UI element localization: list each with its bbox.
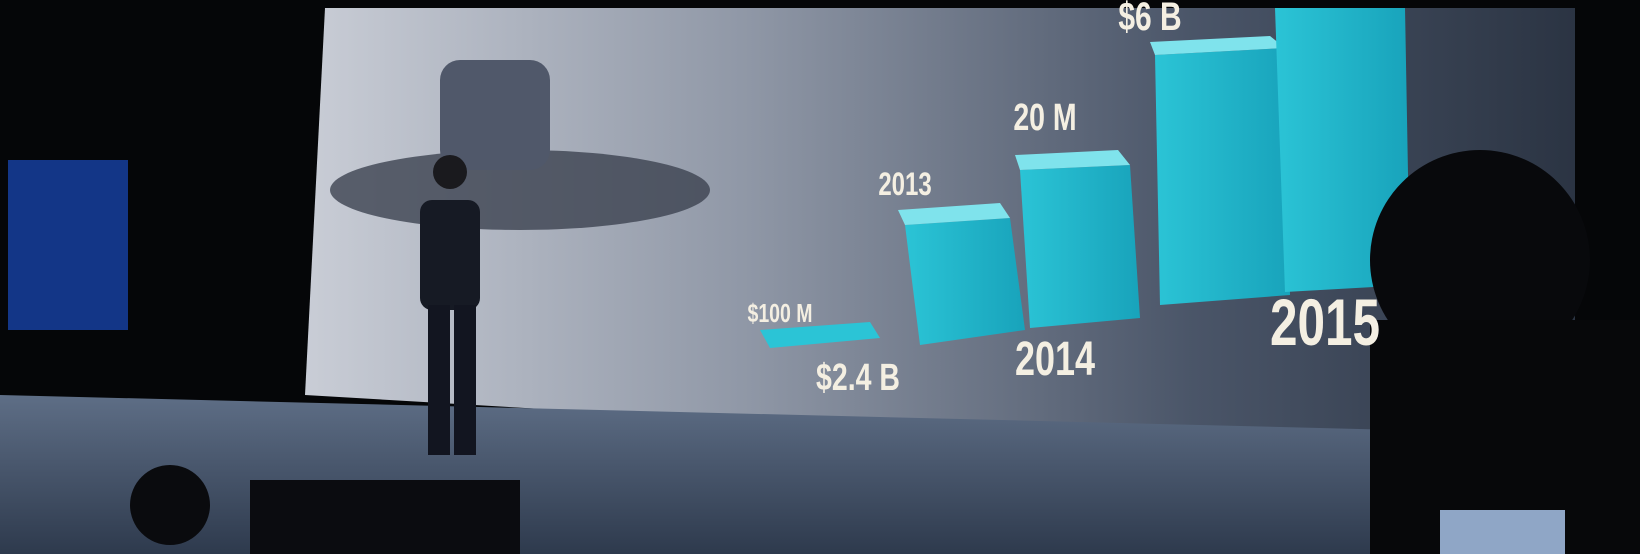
side-light bbox=[8, 160, 128, 330]
monitor bbox=[250, 480, 520, 554]
audience bbox=[130, 465, 210, 545]
screen-label: 2015 bbox=[1270, 286, 1380, 360]
screen-label: $6 B bbox=[1118, 0, 1181, 39]
phone-screen bbox=[1440, 510, 1565, 554]
screen-label: $100 M bbox=[747, 298, 812, 327]
bar bbox=[1020, 165, 1140, 328]
bar bbox=[1155, 48, 1290, 305]
screen-label: 2013 bbox=[878, 166, 931, 202]
screen-label: 20 M bbox=[1013, 97, 1076, 139]
screen-label: $2.4 B bbox=[816, 357, 900, 399]
photo: $100 M 2013 $2.4 B 20 M 2014 $6 B 2015 bbox=[0, 0, 1640, 554]
page: $100 M2013$2.4 B20 M2014$6 B2015 (() => … bbox=[0, 0, 1640, 554]
bar bbox=[905, 218, 1025, 345]
shoe bbox=[440, 60, 550, 170]
screen-label: 2014 bbox=[1015, 332, 1095, 385]
